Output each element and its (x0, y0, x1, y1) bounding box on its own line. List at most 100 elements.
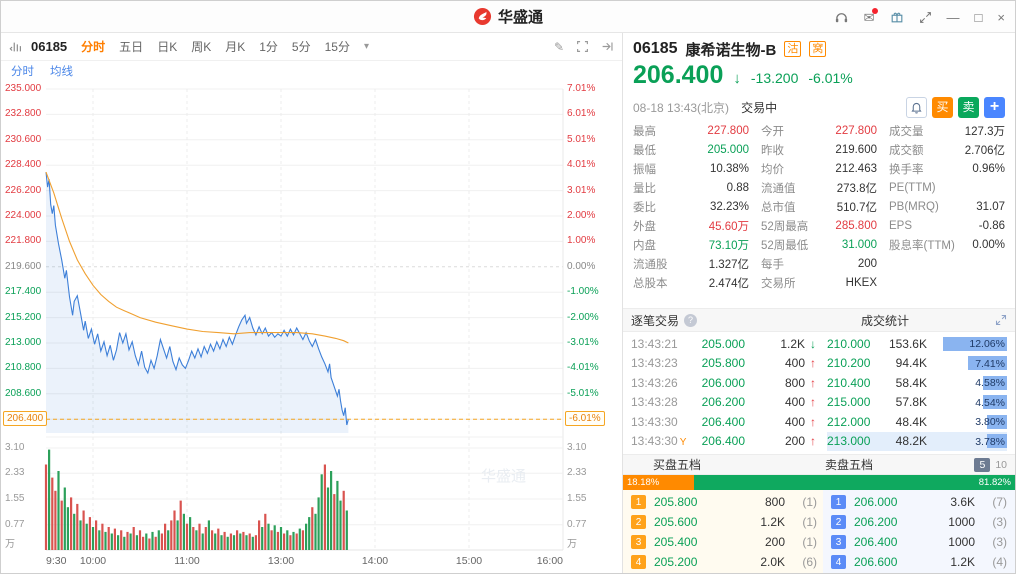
collapse-window-icon[interactable] (919, 11, 932, 24)
sell-ratio: 81.82% (694, 475, 1015, 490)
bid-levels: 1 205.800 800 (1) 2 205.600 1.2K (1) 3 205.400 200… (623, 490, 823, 573)
price-down-arrow-icon: ↓ (733, 70, 741, 87)
current-price-label: 206.400 (3, 411, 48, 427)
trade-stat-row: 210.000 153.6K 12.06% (827, 336, 1007, 351)
time-axis-label: 9:30 (46, 555, 67, 567)
maximize-button[interactable]: □ (974, 9, 983, 25)
depth-level-10-toggle[interactable]: 10 (995, 458, 1007, 471)
chart-toolbar: 06185 分时 五日 日K 周K 月K 1分 5分 15分 ▾ ✎ (1, 33, 622, 61)
trade-stat-bar (987, 434, 1007, 449)
ask-rank-badge: 4 (831, 555, 846, 569)
period-tab-6[interactable]: 5分 (291, 40, 311, 54)
pct-axis-label: 1.00% (567, 235, 596, 247)
period-tab-2[interactable]: 日K (157, 40, 178, 54)
quote-stats-grid: 最高 227.800 今开 227.800 成交量 127.3万 最低 205.000 昨收 21… (623, 119, 1015, 294)
collapse-right-panel-icon[interactable] (601, 40, 614, 53)
pct-axis-label: -5.01% (567, 387, 599, 399)
intraday-chart[interactable]: 华盛通 235.000 232.800 230.600 228.400 226.200 2… (1, 81, 622, 573)
price-axis-label: 217.400 (5, 286, 42, 298)
buy-button[interactable]: 买 (932, 96, 953, 118)
sell-button[interactable]: 卖 (958, 96, 979, 118)
time-axis-label: 14:00 (361, 555, 389, 567)
price-axis-label: 230.600 (5, 133, 42, 145)
stat-cell: 成交量 127.3万 (889, 125, 1005, 138)
bid-rank-badge: 2 (631, 515, 646, 529)
trade-stat-row: 210.400 58.4K 4.58% (827, 375, 1007, 390)
volume-axis-label: 2.33 (5, 467, 25, 479)
tick-up-arrow-icon: ↑ (810, 414, 816, 429)
trade-stat-bar (983, 375, 1007, 390)
pct-axis-label: -3.01% (567, 337, 599, 348)
pct-axis-label: 0.00% (567, 260, 596, 272)
bid-rank-badge: 3 (631, 535, 646, 549)
period-tab-1[interactable]: 五日 (119, 40, 144, 54)
svg-text:华盛通: 华盛通 (481, 468, 526, 485)
trade-stat-row: 215.000 57.8K 4.54% (827, 395, 1007, 410)
stat-cell: 内盘 73.10万 (633, 239, 749, 252)
ask-level-row[interactable]: 2 206.200 1000 (3) (831, 512, 1007, 532)
warrant-badge: 窝 (809, 41, 827, 57)
help-icon[interactable]: ? (684, 313, 698, 327)
ask-level-row[interactable]: 1 206.000 3.6K (7) (831, 492, 1007, 512)
stat-cell: 总股本 2.474亿 (633, 277, 749, 290)
trade-stat-bar (987, 414, 1007, 429)
fullscreen-icon[interactable] (576, 40, 589, 53)
price-alert-button[interactable] (906, 96, 927, 118)
stat-cell (889, 254, 1005, 273)
price-axis-label: 208.600 (5, 387, 42, 399)
more-periods-dropdown[interactable]: ▾ (363, 41, 369, 52)
time-axis-label: 16:00 (536, 555, 563, 567)
bid-depth-title: 买盘五档 (653, 458, 702, 472)
ask-level-row[interactable]: 4 206.600 1.2K (4) (831, 552, 1007, 572)
ask-depth-title: 卖盘五档 (825, 458, 874, 472)
volume-axis-label: 1.55 (5, 493, 25, 504)
stock-name: 康希诺生物-B (685, 41, 777, 59)
period-tab-0[interactable]: 分时 (81, 40, 106, 54)
close-button[interactable]: × (997, 9, 1005, 25)
bid-level-row[interactable]: 2 205.600 1.2K (1) (631, 512, 817, 532)
period-tab-5[interactable]: 1分 (259, 40, 278, 54)
tick-up-arrow-icon: ↑ (810, 395, 816, 410)
gift-icon[interactable] (890, 10, 904, 24)
chart-subtab-1[interactable]: 均线 (50, 66, 73, 78)
stat-cell: 昨收 219.600 (761, 143, 877, 157)
message-icon[interactable]: ✉ (864, 7, 878, 24)
period-tabs: 分时 五日 日K 周K 月K 1分 5分 15分 (75, 38, 356, 55)
price-axis-label: 235.000 (5, 83, 42, 94)
expand-icon[interactable] (995, 314, 1007, 326)
bid-level-row[interactable]: 1 205.800 800 (1) (631, 492, 817, 512)
ask-rank-badge: 3 (831, 535, 846, 549)
bid-level-row[interactable]: 3 205.400 200 (1) (631, 532, 817, 552)
trade-stat-row: 212.000 48.4K 3.80% (827, 414, 1007, 429)
volume-axis-label: 3.10 (5, 442, 25, 453)
volume-axis-label: 0.77 (5, 518, 25, 530)
stat-cell: 今开 227.800 (761, 124, 877, 138)
draw-tool-icon[interactable]: ✎ (553, 39, 564, 54)
price-axis-label: 213.000 (5, 337, 42, 348)
stat-cell: 外盘 45.60万 (633, 220, 749, 233)
time-axis-label: 13:00 (267, 555, 295, 567)
add-watchlist-button[interactable]: + (984, 96, 1005, 118)
period-tab-4[interactable]: 月K (225, 40, 246, 54)
depth-level-5-toggle[interactable]: 5 (974, 457, 991, 472)
ticker-section: 13:43:21 205.000 1.2K ↓ 13:43:23 205.800 400 ↑ 1… (623, 332, 1015, 454)
depth-header: 买盘五档 卖盘五档 5 10 (623, 454, 1015, 475)
period-tab-3[interactable]: 周K (191, 40, 212, 54)
tick-up-arrow-icon: ↑ (810, 356, 816, 371)
chart-subtab-0[interactable]: 分时 (11, 66, 34, 78)
customer-service-icon[interactable] (834, 10, 849, 25)
volume-unit-label: 万 (5, 539, 15, 550)
app-logo: 华盛通 (473, 6, 543, 27)
quote-panel: 06185 康希诺生物-B 沽 窝 206.400 ↓ -13.200 -6.0… (623, 33, 1015, 573)
ask-level-row[interactable]: 3 206.400 1000 (3) (831, 532, 1007, 552)
stat-cell: 52周最低 31.000 (761, 238, 877, 252)
minimize-button[interactable]: — (946, 9, 960, 25)
chart-switch-icon[interactable] (9, 40, 23, 54)
trade-stat-bar (943, 336, 1007, 351)
stock-code: 06185 (633, 40, 678, 57)
bid-level-row[interactable]: 4 205.200 2.0K (6) (631, 552, 817, 572)
stat-cell: 换手率 0.96% (889, 162, 1005, 176)
period-tab-7[interactable]: 15分 (324, 40, 350, 54)
buy-ratio: 18.18% (623, 475, 695, 490)
